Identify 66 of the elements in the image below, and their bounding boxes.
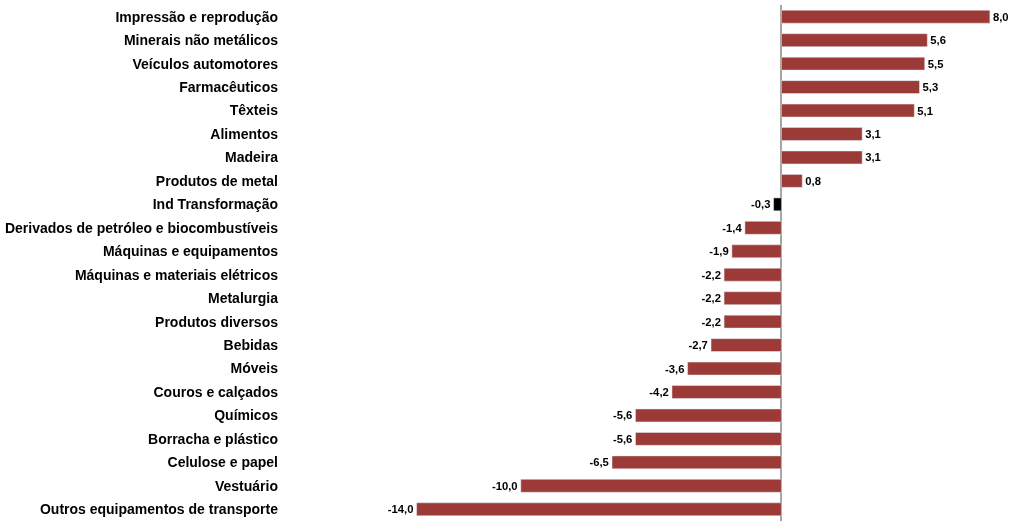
- bar: [687, 361, 782, 376]
- data-label: -1,9: [709, 245, 729, 258]
- data-label: -5,6: [612, 409, 633, 422]
- data-label: 5,6: [930, 34, 947, 47]
- bar: [731, 244, 782, 258]
- data-label: 3,1: [865, 128, 881, 141]
- bar: [723, 291, 782, 305]
- y-tick-label: Outros equipamentos de transporte: [39, 501, 279, 518]
- data-label: 0,8: [805, 174, 821, 187]
- bar: [723, 314, 782, 329]
- y-tick-label: Derivados de petróleo e biocombustíveis: [4, 219, 279, 236]
- data-label: -0,3: [750, 198, 771, 211]
- bar: [781, 174, 803, 188]
- y-tick-label: Têxteis: [229, 102, 279, 119]
- y-tick-label: Produtos diversos: [155, 313, 279, 330]
- data-label: 5,3: [922, 81, 939, 94]
- bar: [635, 432, 782, 446]
- data-label: 3,1: [865, 151, 881, 164]
- data-label: -2,2: [701, 268, 721, 281]
- data-label: -10,0: [491, 479, 518, 492]
- y-tick-label: Impressão e reprodução: [115, 8, 278, 25]
- y-tick-label: Metalurgia: [207, 290, 279, 307]
- data-label: -14,0: [387, 503, 414, 516]
- y-tick-label: Farmacêuticos: [179, 78, 279, 95]
- data-label: -2,2: [701, 292, 721, 305]
- y-tick-label: Veículos automotores: [132, 55, 279, 72]
- data-label: -3,6: [664, 362, 685, 375]
- bar: [744, 221, 782, 235]
- bar: [781, 150, 863, 165]
- data-label: -2,2: [701, 315, 721, 328]
- data-label: -6,5: [589, 456, 609, 469]
- y-tick-label: Ind Transformação: [152, 196, 278, 213]
- y-tick-label: Máquinas e equipamentos: [102, 243, 279, 260]
- y-tick-label: Alimentos: [210, 125, 279, 142]
- data-label: 5,1: [917, 104, 933, 117]
- y-tick-label: Minerais não metálicos: [123, 32, 279, 49]
- y-tick-label: Químicos: [214, 407, 279, 424]
- bar: [773, 197, 782, 212]
- bar: [781, 80, 920, 94]
- bar: [520, 479, 782, 493]
- bar: [781, 103, 915, 118]
- bar: [416, 502, 782, 516]
- data-label: -4,2: [649, 386, 669, 399]
- y-tick-label: Madeira: [225, 149, 279, 166]
- bar: [781, 33, 928, 47]
- data-label: -1,4: [722, 221, 743, 234]
- bar: [781, 10, 991, 24]
- y-tick-label: Celulose e papel: [167, 454, 278, 471]
- bar: [781, 56, 925, 71]
- y-tick-label: Borracha e plástico: [148, 430, 278, 447]
- data-label: 8,0: [992, 10, 1009, 23]
- y-tick-label: Vestuário: [214, 477, 278, 494]
- y-tick-label: Bebidas: [223, 336, 279, 353]
- y-tick-label: Couros e calçados: [153, 383, 279, 400]
- data-label: -2,7: [688, 339, 708, 352]
- data-label: 5,5: [927, 57, 944, 70]
- bar: [611, 455, 782, 470]
- y-tick-label: Móveis: [230, 360, 279, 377]
- bar: [781, 127, 863, 141]
- bar: [671, 385, 782, 399]
- bar: [635, 408, 782, 423]
- data-label: -5,6: [612, 432, 633, 445]
- bar: [710, 338, 782, 352]
- y-tick-label: Produtos de metal: [155, 172, 278, 189]
- y-tick-label: Máquinas e materiais elétricos: [74, 266, 279, 283]
- bar: [723, 268, 782, 282]
